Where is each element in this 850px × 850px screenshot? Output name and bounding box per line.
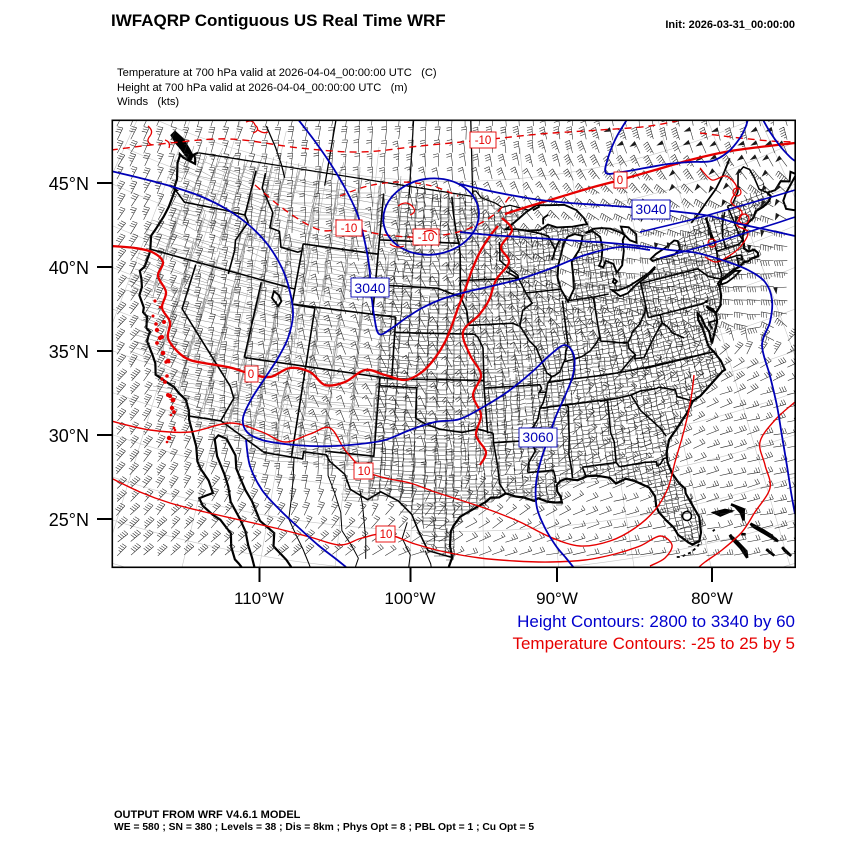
svg-text:-10: -10: [475, 135, 492, 147]
svg-text:3040: 3040: [354, 280, 385, 296]
svg-text:-10: -10: [418, 232, 435, 244]
svg-text:0: 0: [248, 369, 254, 381]
svg-text:10: 10: [380, 529, 393, 541]
svg-text:10: 10: [358, 466, 371, 478]
svg-text:0: 0: [617, 175, 623, 187]
svg-text:3040: 3040: [635, 201, 666, 217]
svg-text:3060: 3060: [522, 429, 553, 445]
svg-text:-10: -10: [341, 223, 358, 235]
